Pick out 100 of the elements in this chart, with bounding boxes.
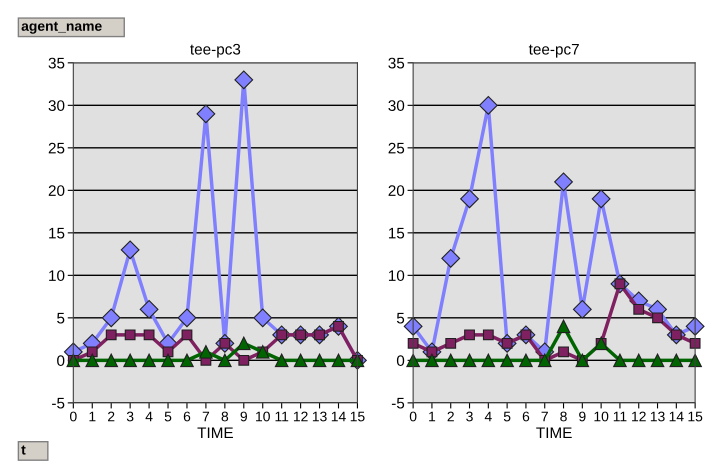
point <box>162 346 174 358</box>
point <box>102 308 121 328</box>
point <box>180 354 194 368</box>
y-tick-label: 20 <box>388 185 404 196</box>
x-tick-label: 15 <box>350 412 365 422</box>
x-tick-label: 8 <box>560 412 567 422</box>
point <box>123 354 137 368</box>
point <box>124 329 136 340</box>
x-tick-label: 5 <box>164 412 172 422</box>
x-tick-label: 2 <box>448 412 454 422</box>
y-tick-label: 10 <box>49 270 64 282</box>
point <box>425 354 439 368</box>
point <box>312 354 326 368</box>
point <box>178 308 196 328</box>
x-tick-label: 13 <box>312 412 327 422</box>
x-tick-label: 6 <box>184 412 190 422</box>
x-tick-label: 4 <box>146 412 153 422</box>
x-tick-label: 11 <box>276 412 288 422</box>
point <box>86 346 98 358</box>
point <box>478 96 498 115</box>
point <box>234 70 254 90</box>
x-tick-label: 1 <box>429 412 436 422</box>
x-tick-label: 6 <box>522 412 530 422</box>
y-tick-label: 5 <box>396 312 404 324</box>
chart-title: tee-pc7 <box>528 44 579 58</box>
point <box>572 300 592 319</box>
point <box>408 338 419 349</box>
point <box>106 329 117 340</box>
y-tick-label: 5 <box>57 312 64 324</box>
point <box>670 354 684 368</box>
text: agent_name <box>22 22 102 34</box>
point <box>500 354 514 368</box>
y-tick-label: -5 <box>52 398 64 409</box>
x-tick-label: 14 <box>670 412 684 422</box>
y-tick-label: 25 <box>48 142 64 154</box>
x-tick-label: 9 <box>240 412 247 422</box>
y-tick-label: 0 <box>396 355 404 366</box>
x-tick-label: 7 <box>542 412 548 422</box>
x-tick-label: 15 <box>688 412 702 422</box>
y-tick-label: 35 <box>388 58 404 69</box>
point <box>274 354 288 368</box>
x-tick-label: 10 <box>256 412 270 422</box>
point <box>218 354 232 368</box>
x-tick-label: 2 <box>108 412 114 422</box>
x-tick-label: 10 <box>594 412 608 422</box>
point <box>144 329 154 340</box>
y-tick-label: 0 <box>57 355 64 366</box>
point <box>253 308 272 328</box>
y-tick-label: -5 <box>392 398 404 409</box>
point <box>554 172 573 192</box>
x-tick-label: 14 <box>332 412 346 422</box>
point <box>404 316 423 336</box>
x-axis-title: TIME <box>197 427 233 438</box>
point <box>236 336 251 350</box>
point <box>406 354 420 368</box>
point <box>482 354 496 368</box>
x-tick-label: 4 <box>484 412 492 422</box>
x-tick-label: 3 <box>466 412 473 422</box>
point <box>652 312 663 324</box>
point <box>462 354 476 368</box>
point <box>686 316 705 336</box>
point <box>633 304 644 315</box>
point <box>460 189 479 208</box>
x-tick-label: 5 <box>504 412 510 422</box>
text: t <box>21 445 26 455</box>
point <box>464 329 475 340</box>
x-axis-title: TIME <box>536 427 572 438</box>
point <box>332 354 346 368</box>
y-tick-label: 15 <box>49 228 64 239</box>
y-tick-label: 20 <box>48 185 64 196</box>
x-tick-label: 0 <box>70 412 77 422</box>
x-tick-label: 3 <box>126 412 134 422</box>
point <box>613 354 627 368</box>
y-tick-label: 10 <box>388 270 404 282</box>
point <box>690 338 701 349</box>
point <box>482 329 494 340</box>
point <box>120 240 140 260</box>
x-tick-label: 9 <box>579 412 586 422</box>
chart-title: tee-pc3 <box>190 44 240 58</box>
point <box>519 354 533 368</box>
x-tick-label: 11 <box>614 412 626 422</box>
x-tick-label: 8 <box>222 412 228 422</box>
point <box>182 329 192 340</box>
point <box>650 354 664 368</box>
point <box>556 320 570 334</box>
point <box>196 104 216 124</box>
point <box>441 248 460 268</box>
x-tick-label: 7 <box>202 412 210 422</box>
point <box>632 354 646 368</box>
point <box>444 354 458 368</box>
y-tick-label: 35 <box>48 58 64 69</box>
point <box>85 354 100 368</box>
point <box>104 354 118 368</box>
point <box>142 354 156 368</box>
point <box>445 338 456 349</box>
x-tick-label: 1 <box>89 412 96 422</box>
point <box>140 300 158 319</box>
x-tick-label: 12 <box>294 412 308 422</box>
x-tick-label: 13 <box>650 412 665 422</box>
y-tick-label: 30 <box>388 100 404 112</box>
